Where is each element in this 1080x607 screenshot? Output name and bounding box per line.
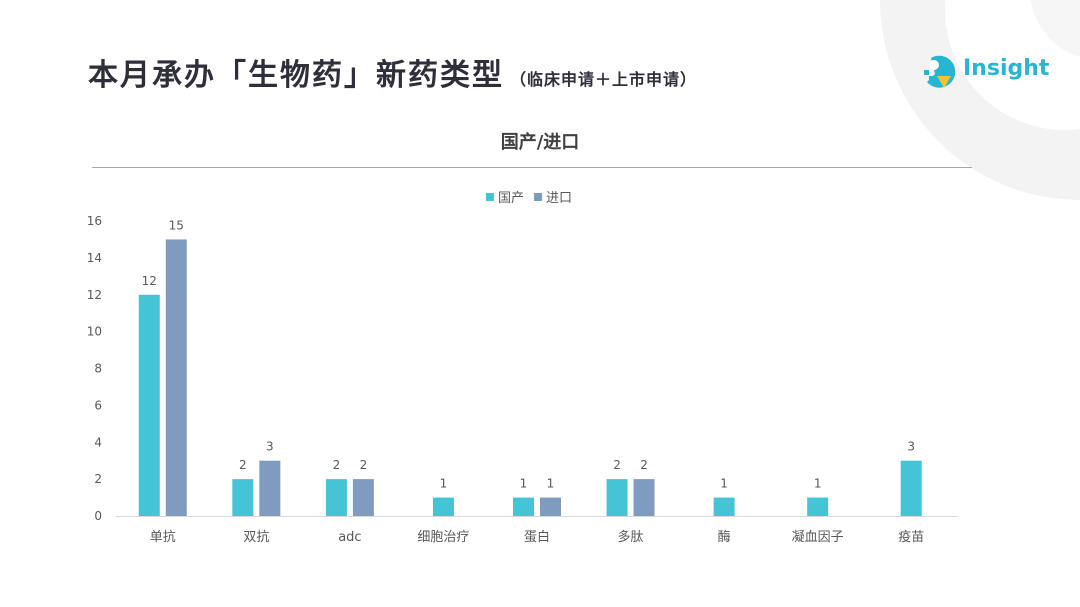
data-label: 2	[640, 458, 648, 472]
x-tick-label: adc	[338, 530, 361, 545]
y-tick-label: 2	[94, 472, 102, 486]
insight-logo: Insight	[921, 52, 1049, 92]
bar-domestic	[713, 497, 735, 516]
y-tick-label: 8	[94, 362, 102, 376]
legend-label-domestic: 国产	[498, 191, 525, 206]
slide-title-text: 本月承办「生物药」新药类型	[88, 58, 504, 93]
bar-domestic	[606, 479, 628, 516]
insight-logo-icon	[924, 55, 956, 88]
x-tick-label: 双抗	[243, 530, 269, 545]
bar-domestic	[432, 497, 454, 516]
y-tick-label: 4	[94, 435, 102, 449]
data-label: 15	[169, 218, 184, 232]
x-tick-label: 多肽	[618, 529, 644, 545]
data-label: 2	[360, 458, 368, 472]
title-divider	[92, 167, 972, 168]
bar-domestic	[138, 294, 160, 516]
insight-logo-text: Insight	[963, 56, 1050, 81]
bar-domestic	[900, 460, 922, 516]
data-label: 12	[142, 274, 157, 288]
y-tick-label: 10	[87, 325, 102, 339]
bar-domestic	[513, 497, 534, 516]
legend-label-imported: 进口	[546, 191, 573, 206]
data-label: 2	[613, 458, 621, 472]
background-decoration	[880, 0, 1080, 200]
bar-imported	[352, 479, 374, 516]
bar-imported	[540, 497, 561, 516]
y-tick-label: 12	[87, 288, 102, 302]
legend-swatch-imported	[534, 192, 543, 201]
x-tick-label: 疫苗	[898, 529, 924, 545]
data-label: 1	[547, 477, 555, 491]
chart-title: 国产/进口	[500, 132, 580, 153]
bar-imported	[259, 460, 281, 516]
chart-legend: 国产 进口	[486, 187, 582, 206]
bar-domestic	[232, 479, 254, 516]
y-tick-label: 0	[94, 509, 102, 523]
x-tick-label: 凝血因子	[792, 529, 844, 545]
data-label: 2	[333, 458, 341, 472]
x-tick-label: 单抗	[150, 530, 176, 545]
slide-subtitle: （临床申请＋上市申请）	[510, 70, 698, 89]
data-label: 3	[266, 440, 274, 454]
legend-item-domestic: 国产	[486, 187, 524, 206]
data-label: 1	[814, 477, 822, 491]
x-tick-label: 酶	[718, 529, 731, 545]
data-label: 1	[720, 477, 728, 491]
x-tick-label: 细胞治疗	[417, 530, 469, 545]
bar-domestic	[325, 479, 347, 516]
slide-title: 本月承办「生物药」新药类型 （临床申请＋上市申请）	[88, 50, 697, 94]
bar-domestic	[807, 497, 829, 516]
y-tick-label: 6	[94, 398, 102, 412]
legend-swatch-domestic	[486, 192, 494, 201]
bar-imported	[633, 479, 655, 516]
legend-item-imported: 进口	[534, 187, 572, 206]
x-tick-label: 蛋白	[524, 529, 550, 545]
data-label: 2	[239, 458, 247, 472]
y-tick-label: 16	[87, 214, 102, 228]
data-label: 1	[520, 477, 528, 491]
y-tick-label: 14	[87, 251, 102, 265]
data-label: 3	[907, 440, 915, 454]
bar-imported	[165, 239, 187, 516]
data-label: 1	[440, 477, 448, 491]
